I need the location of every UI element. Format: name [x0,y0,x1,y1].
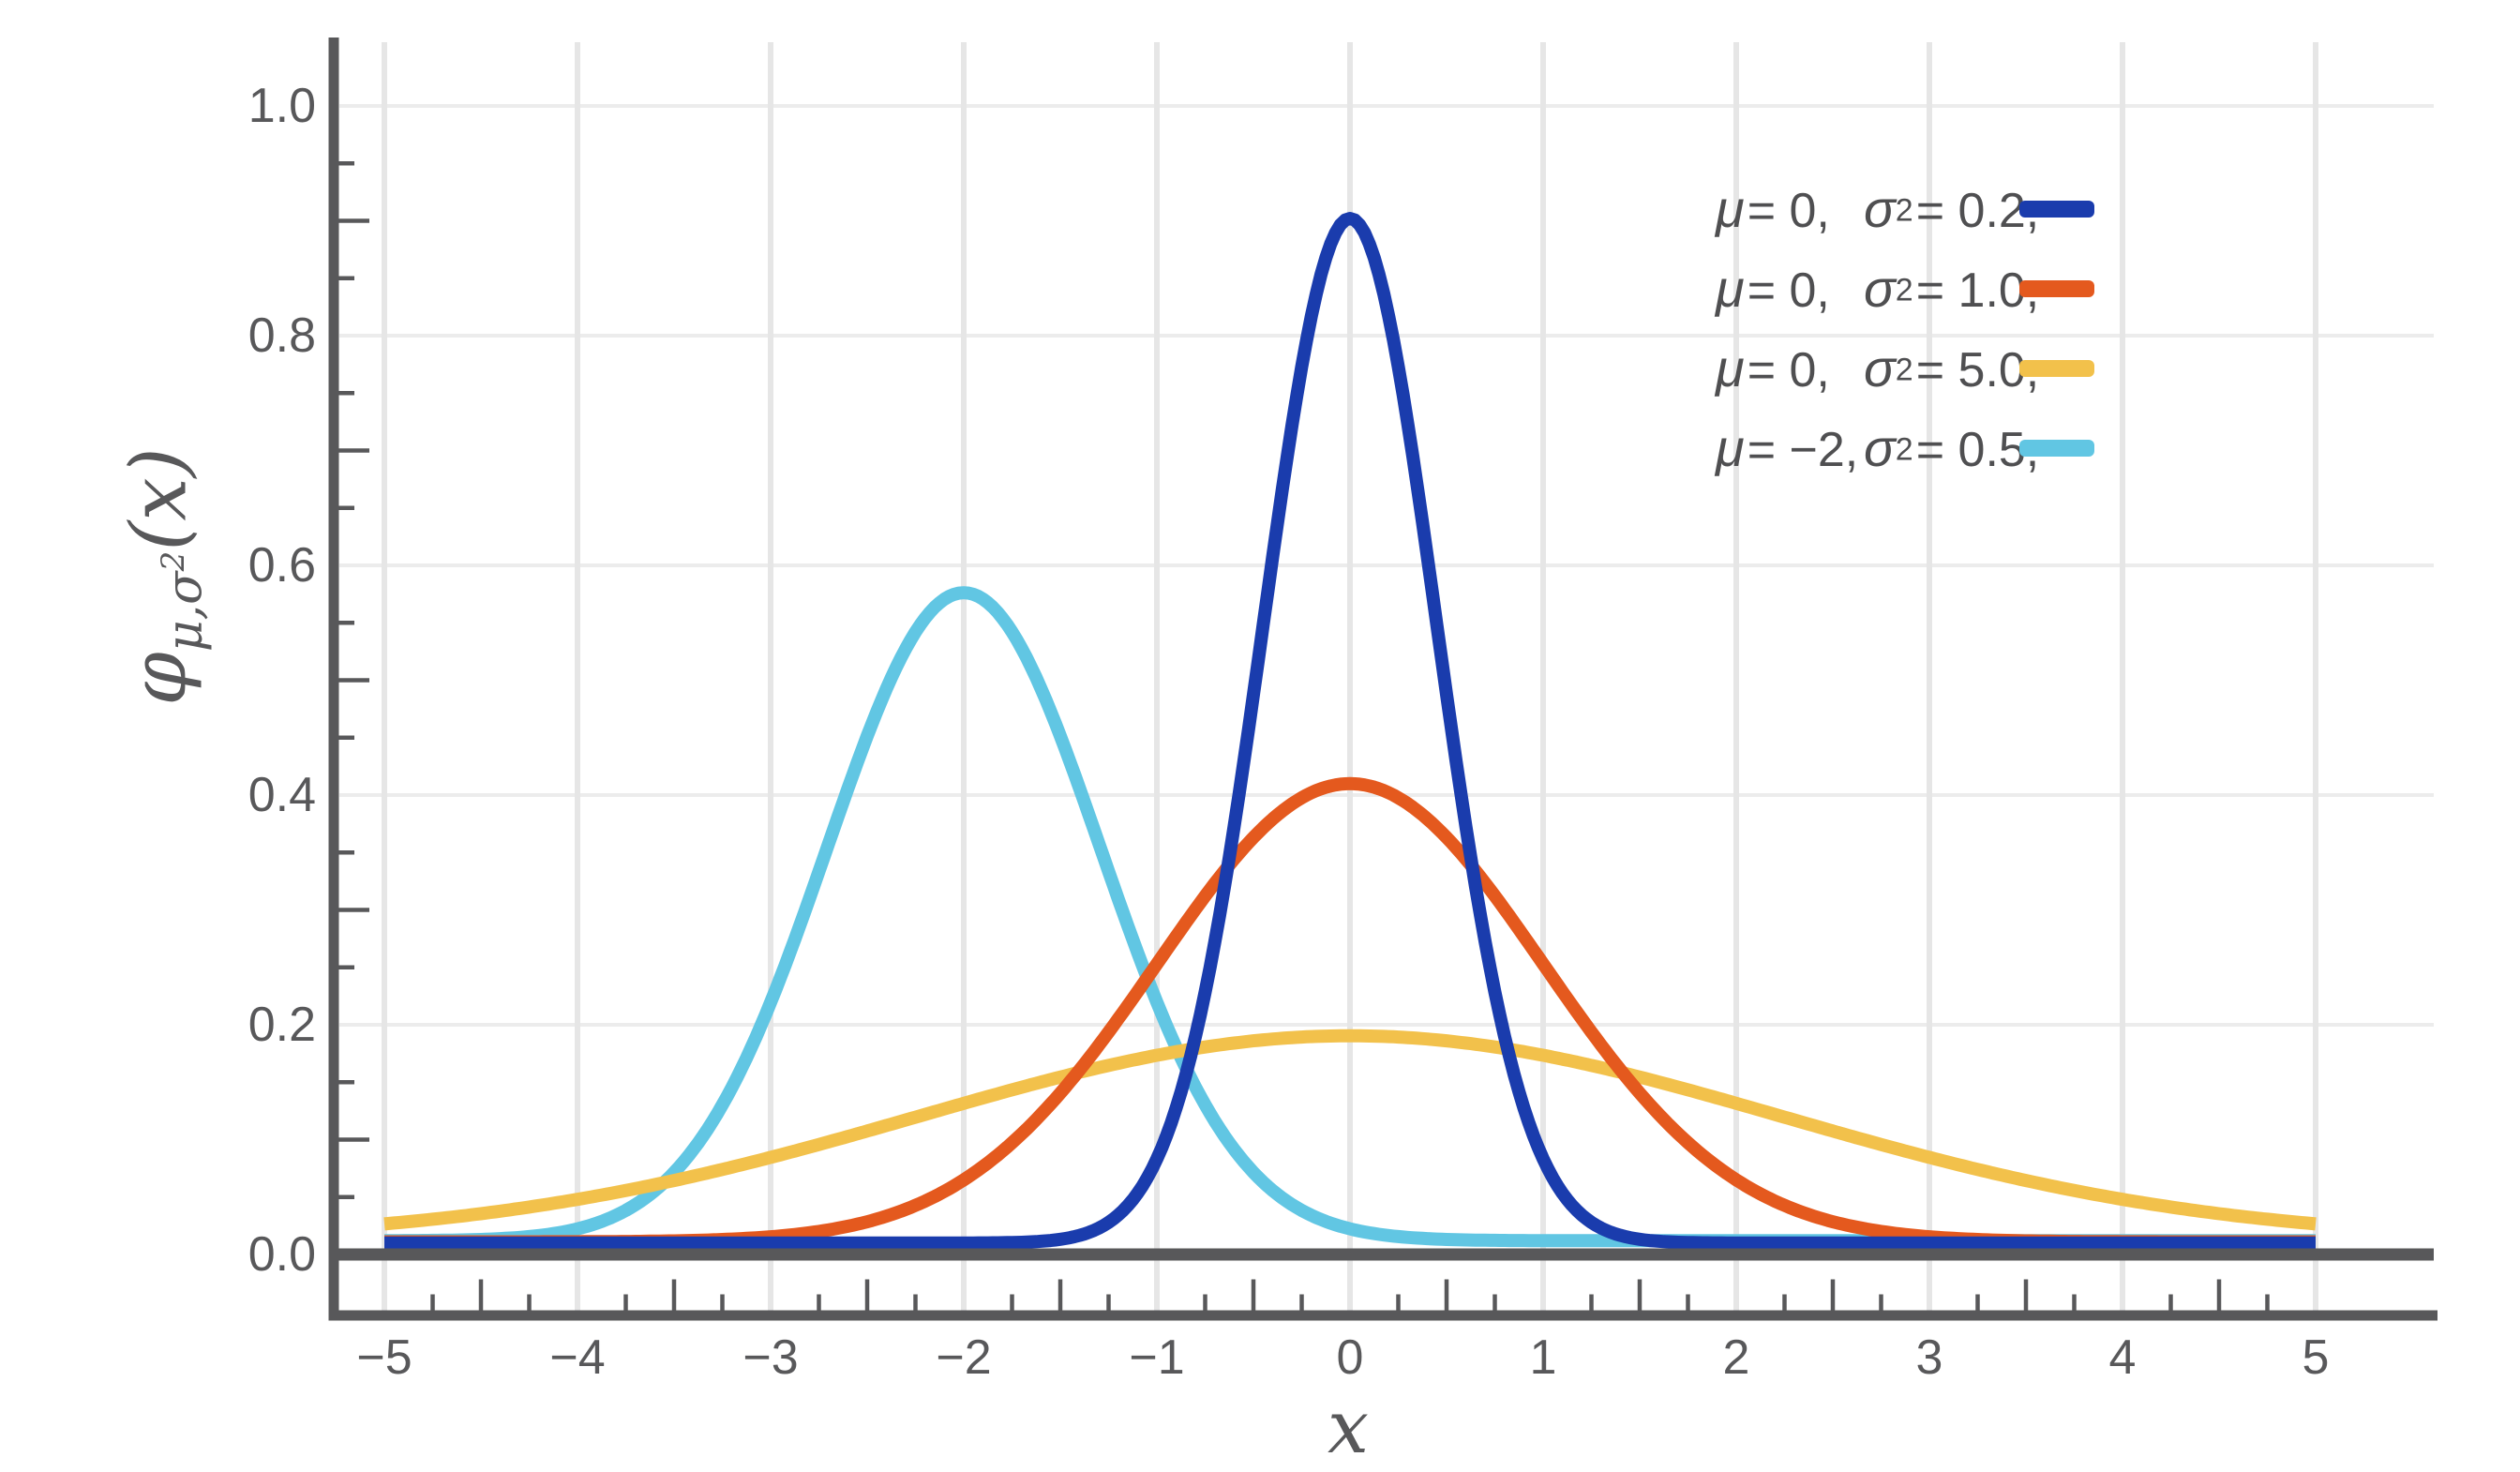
pdf-curve [382,212,2318,1250]
y-axis-title: φμ,σ2(x) [114,447,214,706]
sigma-symbol: σ [1864,418,1896,477]
mu-symbol: μ [1716,418,1745,477]
legend-sigma-term: σ2= 0.2, [1864,178,2039,239]
x-tick-label: 2 [1722,1330,1750,1385]
legend-mu-value: = −2, [1747,423,1859,477]
y-tick-label: 0.0 [248,1227,316,1282]
mu-symbol: μ [1716,179,1745,238]
legend-mu-value: = 0, [1747,184,1830,238]
y-tick-label: 0.4 [248,768,316,822]
legend-swatch [2019,200,2094,218]
phi-subscript: μ,σ [157,571,214,653]
pdf-curve [382,1029,2318,1231]
legend-sigma-value: = 0.5, [1915,423,2040,477]
sigma-exponent: 2 [1895,272,1913,308]
legend-row: μ= 0, σ2= 5.0, [1716,328,2094,408]
x-tick-label: −1 [1129,1330,1185,1385]
y-tick-label: 0.8 [248,308,316,363]
x-tick-label: 4 [2108,1330,2137,1385]
legend-row: μ= 0, σ2= 1.0, [1716,248,2094,328]
legend-row: μ= −2, σ2= 0.5, [1716,408,2094,488]
mu-symbol: μ [1716,259,1745,318]
legend-sigma-value: = 0.2, [1915,184,2040,238]
legend-sigma-value: = 5.0, [1915,343,2040,398]
x-tick-label: −5 [356,1330,412,1385]
legend-mu-term: μ= 0, [1716,258,1864,319]
x-tick-label: −2 [936,1330,992,1385]
legend-mu-value: = 0, [1747,343,1830,398]
x-tick-label: 0 [1336,1330,1364,1385]
mu-symbol: μ [1716,338,1745,398]
legend-mu-term: μ= 0, [1716,178,1864,239]
legend-swatch [2019,439,2094,457]
x-tick-label: 3 [1915,1330,1943,1385]
x-tick-label: −3 [742,1330,799,1385]
legend-swatch [2019,359,2094,377]
legend-swatch [2019,279,2094,297]
phi-subscript-exponent: 2 [155,550,193,572]
sigma-exponent: 2 [1895,431,1913,468]
legend-sigma-value: = 1.0, [1915,263,2040,318]
phi-symbol: φ [114,652,204,706]
legend-sigma-term: σ2= 1.0, [1864,258,2039,319]
legend-mu-term: μ= −2, [1716,417,1864,478]
legend-sigma-term: σ2= 0.5, [1864,417,2039,478]
legend-sigma-term: σ2= 5.0, [1864,338,2039,398]
legend: μ= 0, σ2= 0.2, μ= 0, σ2= 1.0, μ= 0, σ2= … [1716,169,2094,488]
phi-arguments: (x) [114,447,204,551]
legend-mu-term: μ= 0, [1716,338,1864,398]
sigma-symbol: σ [1864,179,1896,238]
x-tick-label: −4 [549,1330,606,1385]
y-tick-label: 1.0 [248,79,316,133]
sigma-exponent: 2 [1895,352,1913,388]
x-tick-label: 1 [1529,1330,1557,1385]
legend-mu-value: = 0, [1747,263,1830,318]
x-axis-title: x [1328,1386,1369,1470]
sigma-symbol: σ [1864,338,1896,398]
y-tick-label: 0.6 [248,538,316,593]
legend-row: μ= 0, σ2= 0.2, [1716,169,2094,248]
x-tick-label: 5 [2302,1330,2330,1385]
sigma-symbol: σ [1864,259,1896,318]
y-tick-label: 0.2 [248,998,316,1052]
sigma-exponent: 2 [1895,192,1913,229]
